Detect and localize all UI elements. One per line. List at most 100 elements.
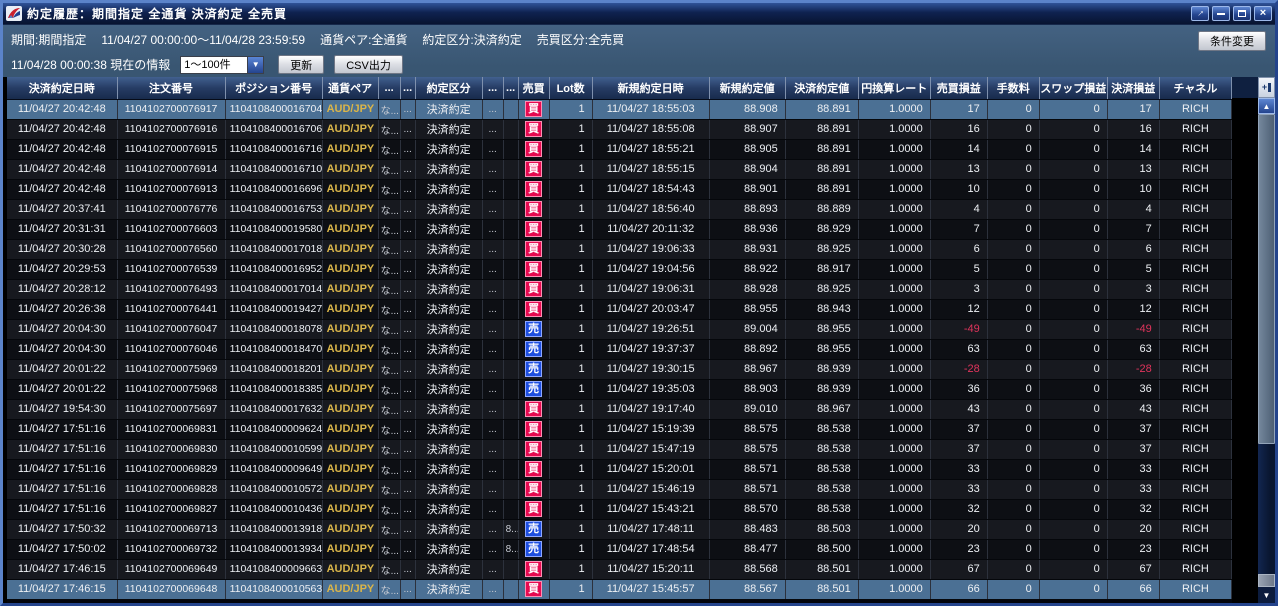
cell-open-price: 89.004 (709, 319, 786, 340)
table-row[interactable]: 11/04/27 20:31:31 1104102700076603 11041… (7, 219, 1233, 240)
table-row[interactable]: 11/04/27 20:28:12 1104102700076493 11041… (7, 279, 1233, 300)
table-row[interactable]: 11/04/27 20:26:38 1104102700076441 11041… (7, 299, 1233, 320)
cell-exec-type: 決済約定 (415, 359, 483, 380)
cell-settle-pl: 7 (1107, 219, 1160, 240)
cell-pair: AUD/JPY (322, 419, 379, 440)
scroll-up-button[interactable]: ▲ (1258, 98, 1275, 114)
scrollbar-thumb[interactable] (1258, 114, 1275, 444)
table-row[interactable]: 11/04/27 17:50:02 1104102700069732 11041… (7, 539, 1233, 560)
cell-exec-type: 決済約定 (415, 179, 483, 200)
cell-exec-type: 決済約定 (415, 379, 483, 400)
cell-open-price: 88.936 (709, 219, 786, 240)
column-header-open-price[interactable]: 新規約定値 (709, 77, 786, 100)
side-badge: 売 (525, 341, 543, 357)
side-badge: 買 (525, 261, 543, 277)
filter-trade-side: 売買区分:全売買 (536, 33, 625, 47)
column-header-yen-rate[interactable]: 円換算レート (858, 77, 931, 100)
cell-pair: AUD/JPY (322, 359, 379, 380)
cell-exec-type: 決済約定 (415, 239, 483, 260)
column-header-settle-price[interactable]: 決済約定値 (785, 77, 859, 100)
cell-misc2: ... (400, 259, 416, 280)
table-row[interactable]: 11/04/27 20:42:48 1104102700076916 11041… (7, 119, 1233, 140)
scroll-down-button[interactable]: ▼ (1258, 587, 1275, 603)
cell-commission: 0 (987, 339, 1040, 360)
table-row[interactable]: 11/04/27 19:54:30 1104102700075697 11041… (7, 399, 1233, 420)
cell-misc2: ... (400, 419, 416, 440)
cell-exec-type: 決済約定 (415, 159, 483, 180)
maximize-icon (1238, 10, 1246, 17)
cell-trade-pl: 17 (930, 99, 988, 120)
scrollbar-track-piece[interactable] (1258, 574, 1275, 587)
close-button[interactable]: × (1254, 6, 1272, 21)
cell-channel: RICH (1159, 159, 1233, 180)
maximize-button[interactable] (1233, 6, 1251, 21)
cell-exec-type: 決済約定 (415, 539, 483, 560)
cell-settle-price: 88.891 (785, 99, 859, 120)
table-row[interactable]: 11/04/27 20:04:30 1104102700076047 11041… (7, 319, 1233, 340)
column-header-settle-datetime[interactable]: 決済約定日時 (7, 77, 118, 100)
cell-commission: 0 (987, 319, 1040, 340)
table-row[interactable]: 11/04/27 20:01:22 1104102700075968 11041… (7, 379, 1233, 400)
cell-open-datetime: 11/04/27 18:56:40 (592, 199, 710, 220)
table-row[interactable]: 11/04/27 20:42:48 1104102700076913 11041… (7, 179, 1233, 200)
cell-channel: RICH (1159, 419, 1233, 440)
column-header-settle-pl[interactable]: 決済損益 (1107, 77, 1160, 100)
column-header-order-no[interactable]: 注文番号 (117, 77, 226, 100)
cell-misc3: ... (482, 579, 504, 600)
cell-misc2: ... (400, 299, 416, 320)
condition-change-button[interactable]: 条件変更 (1198, 31, 1266, 51)
csv-export-button[interactable]: CSV出力 (334, 55, 403, 74)
column-settings-button[interactable]: + (1258, 77, 1275, 98)
cell-open-datetime: 11/04/27 20:11:32 (592, 219, 710, 240)
table-row[interactable]: 11/04/27 17:51:16 1104102700069830 11041… (7, 439, 1233, 460)
column-header-trade-pl[interactable]: 売買損益 (930, 77, 988, 100)
cell-position-no: 1104108400010436 (225, 499, 323, 520)
minimize-button[interactable] (1212, 6, 1230, 21)
column-header-position-no[interactable]: ポジション番号 (225, 77, 323, 100)
column-header-side[interactable]: 売買 (518, 77, 550, 100)
table-row[interactable]: 11/04/27 17:46:15 1104102700069648 11041… (7, 579, 1233, 600)
column-header-swap-pl[interactable]: スワップ損益 (1039, 77, 1108, 100)
cell-lots: 1 (549, 179, 593, 200)
table-row[interactable]: 11/04/27 20:37:41 1104102700076776 11041… (7, 199, 1233, 220)
cell-order-no: 1104102700069732 (117, 539, 226, 560)
column-header-exec-type[interactable]: 約定区分 (415, 77, 483, 100)
table-row[interactable]: 11/04/27 20:42:48 1104102700076917 11041… (7, 99, 1233, 120)
popout-button[interactable]: ↑ (1191, 6, 1209, 21)
cell-yen-rate: 1.0000 (858, 319, 931, 340)
table-row[interactable]: 11/04/27 20:42:48 1104102700076914 11041… (7, 159, 1233, 180)
table-row[interactable]: 11/04/27 20:29:53 1104102700076539 11041… (7, 259, 1233, 280)
cell-lots: 1 (549, 239, 593, 260)
column-header-open-datetime[interactable]: 新規約定日時 (592, 77, 710, 100)
column-header-lots[interactable]: Lot数 (549, 77, 593, 100)
table-row[interactable]: 11/04/27 17:51:16 1104102700069828 11041… (7, 479, 1233, 500)
filter-period-range: 11/04/27 00:00:00～11/04/28 23:59:59 (101, 33, 306, 47)
table-row[interactable]: 11/04/27 17:51:16 1104102700069829 11041… (7, 459, 1233, 480)
cell-open-price: 88.908 (709, 99, 786, 120)
display-count-select[interactable]: 1～100件 ▼ (180, 55, 265, 74)
cell-misc4 (503, 279, 519, 300)
cell-pair: AUD/JPY (322, 199, 379, 220)
table-row[interactable]: 11/04/27 17:51:16 1104102700069827 11041… (7, 499, 1233, 520)
column-header-channel[interactable]: チャネル (1159, 77, 1233, 100)
table-row[interactable]: 11/04/27 20:30:28 1104102700076560 11041… (7, 239, 1233, 260)
table-row[interactable]: 11/04/27 20:04:30 1104102700076046 11041… (7, 339, 1233, 360)
table-row[interactable]: 11/04/27 20:42:48 1104102700076915 11041… (7, 139, 1233, 160)
table-row[interactable]: 11/04/27 17:46:15 1104102700069649 11041… (7, 559, 1233, 580)
column-header-misc1[interactable]: ... (378, 77, 401, 100)
column-header-misc4[interactable]: ... (503, 77, 519, 100)
table-row[interactable]: 11/04/27 17:51:16 1104102700069831 11041… (7, 419, 1233, 440)
cell-trade-pl: 37 (930, 439, 988, 460)
scrollbar-track[interactable] (1258, 444, 1275, 574)
table-row[interactable]: 11/04/27 17:50:32 1104102700069713 11041… (7, 519, 1233, 540)
column-header-misc2[interactable]: ... (400, 77, 416, 100)
column-header-commission[interactable]: 手数料 (987, 77, 1040, 100)
dropdown-arrow-icon[interactable]: ▼ (247, 56, 264, 73)
table-row[interactable]: 11/04/27 20:01:22 1104102700075969 11041… (7, 359, 1233, 380)
column-header-misc3[interactable]: ... (482, 77, 504, 100)
side-badge: 買 (525, 581, 543, 597)
cell-settle-datetime: 11/04/27 20:30:28 (7, 239, 118, 260)
cell-misc1: な... (378, 319, 401, 340)
refresh-button[interactable]: 更新 (278, 55, 325, 74)
column-header-pair[interactable]: 通貨ペア (322, 77, 379, 100)
